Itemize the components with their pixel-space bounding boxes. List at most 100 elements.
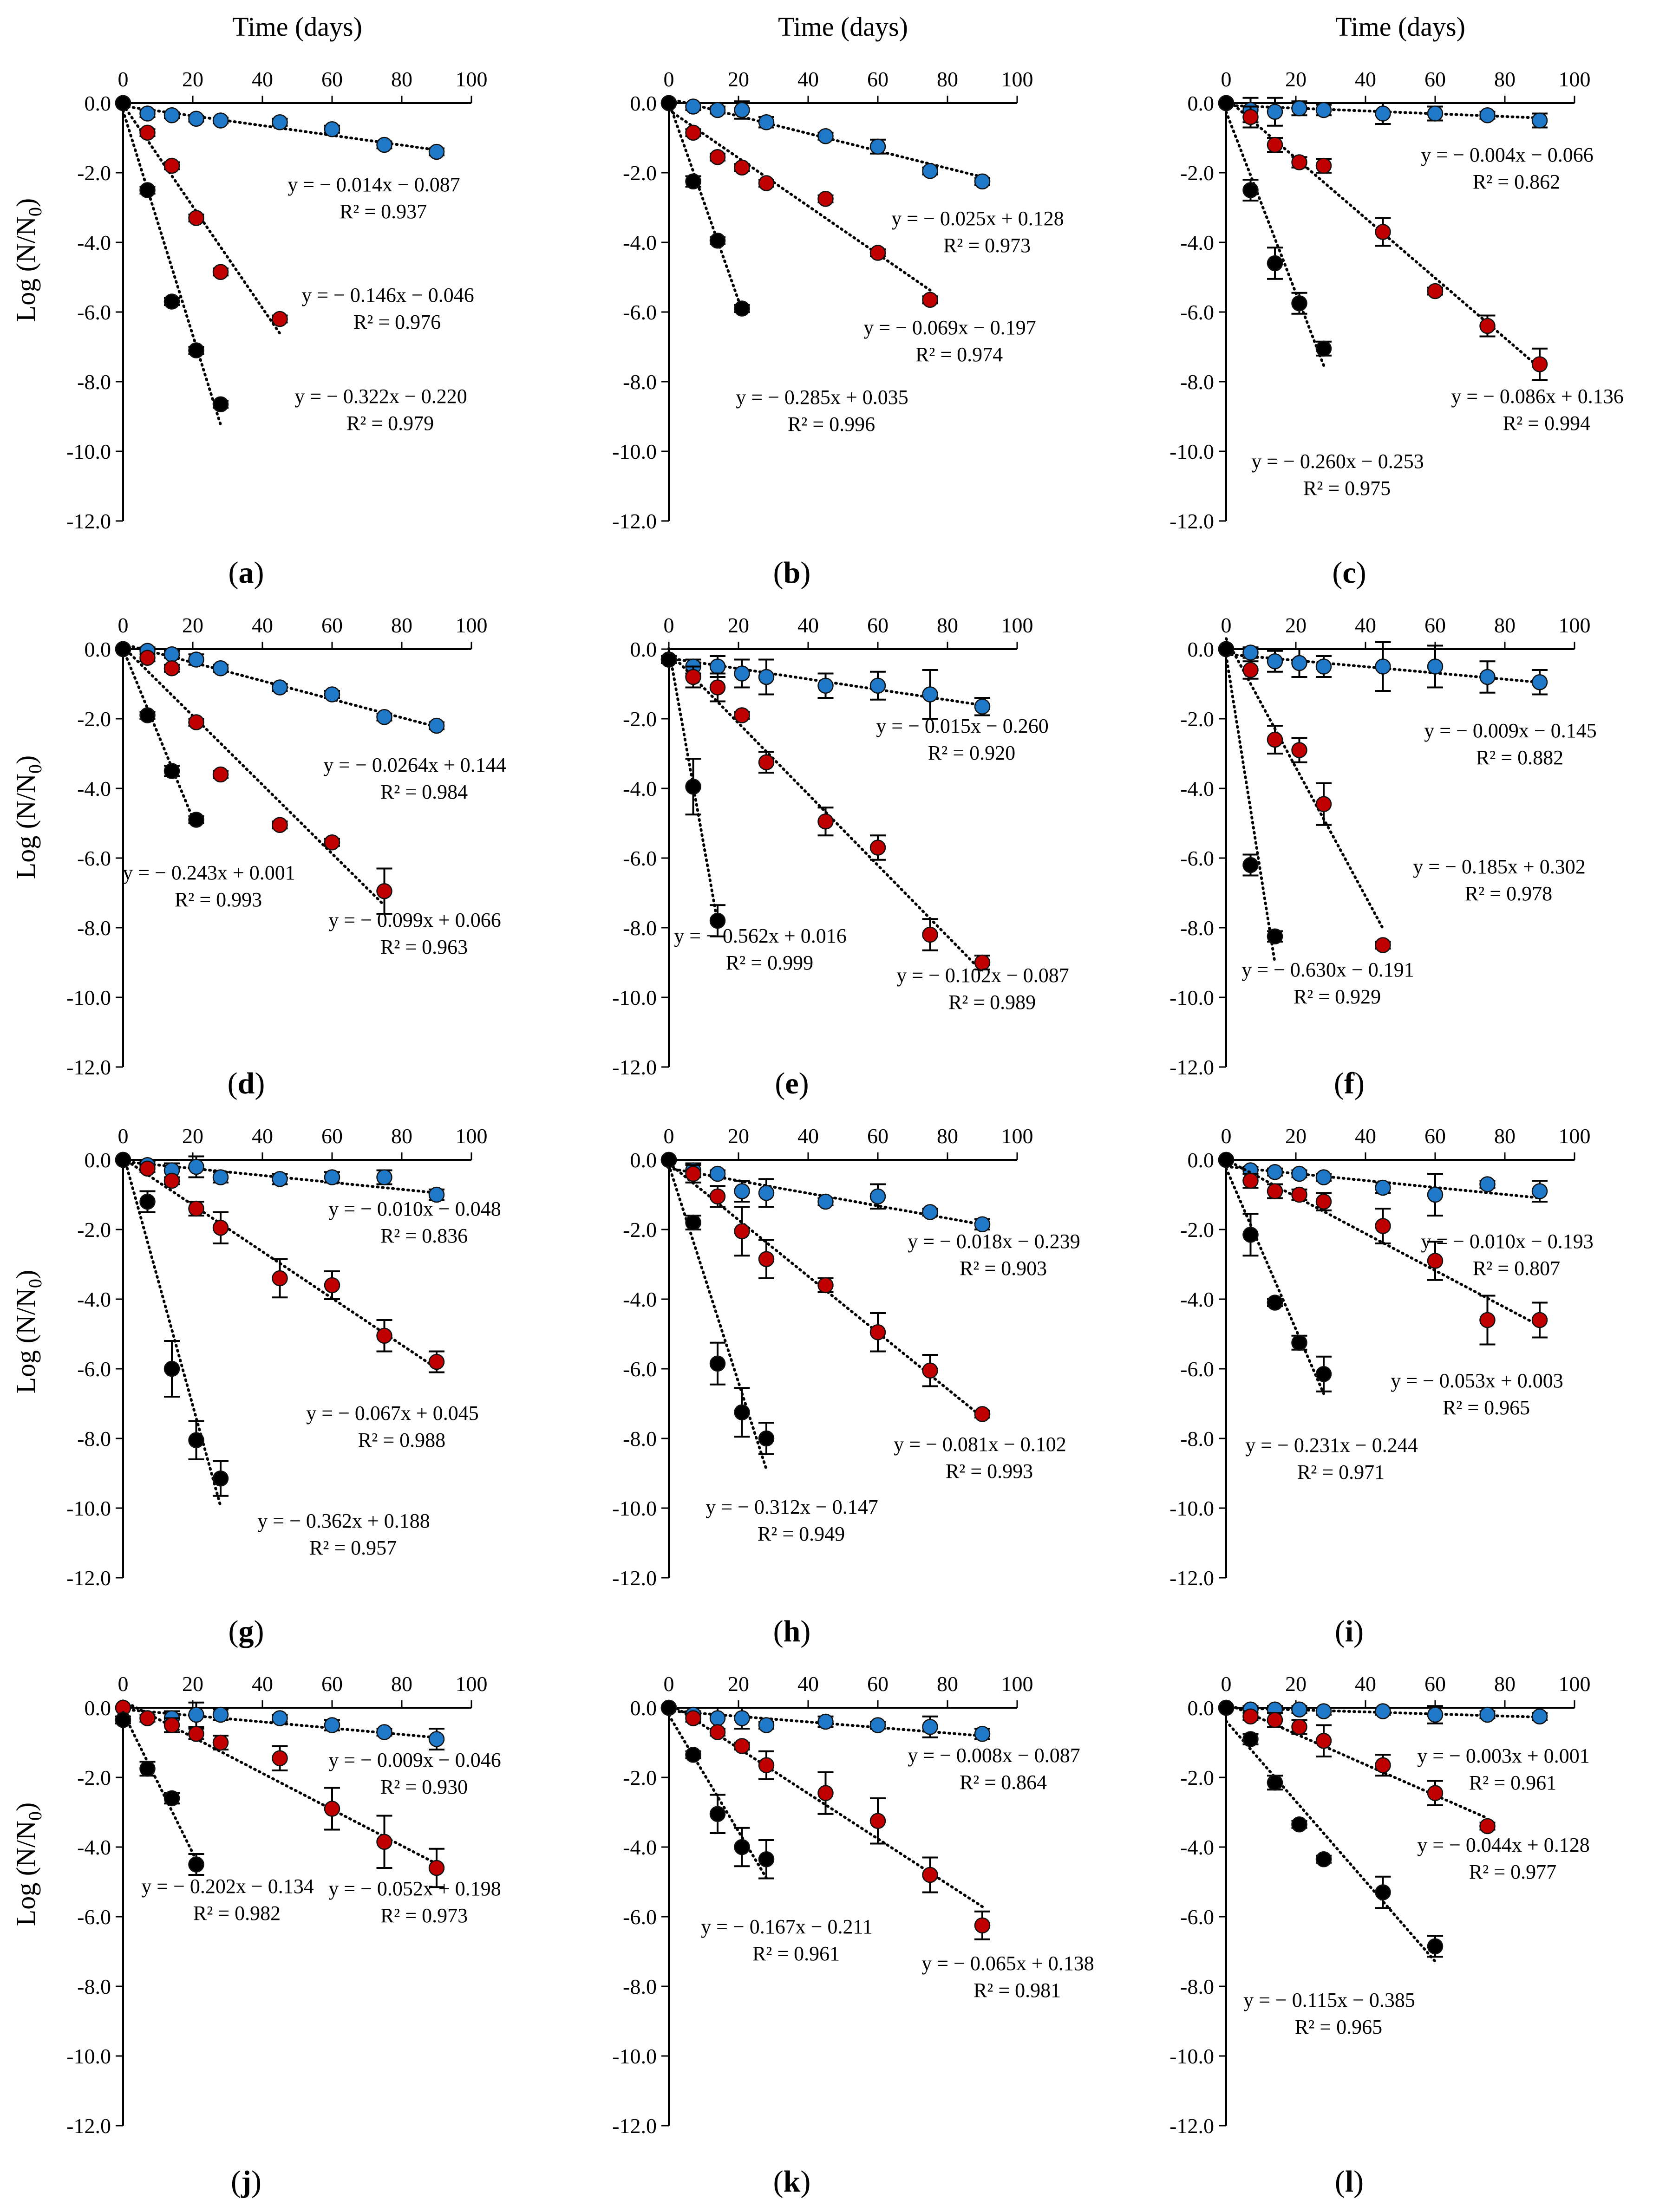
x-tick-label: 20 [728,1124,749,1148]
series-red: y = − 0.081x − 0.102 R² = 0.993 [660,1152,1066,1483]
data-point-red [922,926,938,943]
data-point-red [817,191,834,207]
data-point-black [1242,857,1259,873]
y-tick-label: -2.0 [77,1766,111,1789]
data-point-blue [1427,1186,1444,1203]
regression-equation: y = − 0.562x + 0.016 [674,924,846,947]
data-point-blue [163,646,180,663]
data-point-black [1315,340,1332,357]
y-tick-label: -10.0 [612,1496,657,1520]
x-tick-label: 40 [252,1672,273,1696]
series-black: y = − 0.243x + 0.001 R² = 0.993 [115,641,295,911]
x-axis-title: Time (days) [778,12,908,42]
data-point-black [139,182,156,198]
data-point-red [922,1867,938,1883]
data-point-red [817,813,834,830]
x-axis-title: Time (days) [232,12,362,42]
data-point-black [188,1856,204,1873]
y-tick-label: -4.0 [623,231,657,254]
r-squared-label: R² = 0.971 [1297,1461,1385,1483]
data-point-blue [188,1706,204,1723]
data-point-red [1242,662,1259,678]
x-tick-label: 40 [252,613,273,637]
r-squared-label: R² = 0.957 [309,1536,397,1559]
data-point-black [1291,295,1307,312]
x-tick-label: 80 [937,1124,958,1148]
series-red: y = − 0.065x + 0.138 R² = 0.981 [660,1699,1094,2002]
y-tick-label: 0.0 [1188,91,1215,115]
r-squared-label: R² = 0.965 [1443,1396,1530,1419]
data-point-red [685,124,701,141]
data-point-black [734,1404,750,1420]
data-point-black [734,1839,750,1855]
y-tick-label: 0.0 [630,1148,657,1172]
trendline-black [667,1713,768,1880]
data-point-blue [869,1188,886,1204]
data-point-red [974,1406,991,1422]
data-point-red [869,245,886,261]
y-tick-label: -12.0 [1169,1055,1214,1079]
data-point-red [1291,1719,1307,1735]
data-point-red [1375,1218,1391,1234]
r-squared-label: R² = 0.961 [752,1942,840,1965]
x-tick-label: 20 [1285,67,1307,91]
data-point-black [212,396,229,412]
y-axis-title-row-4: Log (N/N0) [11,1802,46,1926]
data-point-red [1267,731,1283,748]
y-tick-label: -2.0 [1180,1766,1214,1789]
data-point-black [1315,1851,1332,1867]
data-point-blue [974,698,991,715]
r-squared-label: R² = 0.903 [960,1257,1047,1280]
y-tick-label: -6.0 [623,1905,657,1929]
r-squared-label: R² = 0.882 [1476,746,1563,769]
trendline-black [122,109,222,426]
data-point-black [1218,641,1235,657]
y-tick-label: 0.0 [1188,638,1215,661]
r-squared-label: R² = 0.984 [380,781,468,803]
y-tick-label: -10.0 [1169,440,1214,463]
data-point-blue [1427,1706,1444,1723]
regression-equation: y = − 0.099x + 0.066 [328,909,501,931]
data-point-black [758,1851,775,1867]
y-tick-label: -6.0 [1180,1905,1214,1929]
data-point-black [163,1790,180,1807]
y-tick-label: -2.0 [1180,161,1214,185]
data-point-red [922,292,938,308]
data-point-blue [817,128,834,144]
y-tick-label: -2.0 [623,707,657,731]
x-tick-label: 100 [1001,67,1033,91]
data-point-blue [1531,674,1548,690]
data-point-red [139,1160,156,1177]
data-point-black [188,342,204,358]
r-squared-label: R² = 0.994 [1503,412,1590,435]
r-squared-label: R² = 0.920 [928,742,1015,764]
r-squared-label: R² = 0.978 [1465,882,1552,905]
data-point-black [115,95,131,111]
r-squared-label: R² = 0.961 [1469,1771,1556,1794]
data-point-blue [1479,1176,1496,1192]
panel-label: (h) [773,1614,811,1648]
data-point-blue [758,669,775,685]
data-point-red [139,650,156,666]
data-point-red [974,1917,991,1933]
panel-d: 0 20 40 60 80 100 0.0 -2.0 -4.0 -6.0 -8.0 -10.0 -12.… [66,613,506,1100]
panel-label: (i) [1335,1614,1364,1648]
panel-h: 0 20 40 60 80 100 0.0 -2.0 -4.0 -6.0 -8.0 -10.0 -12.… [612,1124,1080,1648]
data-point-red [188,210,204,226]
data-point-red [685,669,701,685]
regression-equation: y = − 0.014x − 0.087 [287,173,460,196]
data-point-red [139,124,156,141]
series-red: y = − 0.086x + 0.136 R² = 0.994 [1218,95,1624,435]
data-point-red [1267,137,1283,153]
data-point-red [1315,157,1332,174]
regression-equation: y = − 0.044x + 0.128 [1417,1834,1589,1856]
regression-equation: y = − 0.167x − 0.211 [701,1915,873,1938]
data-point-blue [1291,655,1307,671]
x-tick-label: 60 [321,67,343,91]
y-tick-label: 0.0 [85,638,111,661]
regression-equation: y = − 0.102x − 0.087 [896,964,1069,987]
x-tick-label: 60 [321,1124,343,1148]
trendline-black [1225,1167,1325,1395]
x-tick-label: 0 [664,1124,674,1148]
x-tick-label: 60 [1424,613,1446,637]
